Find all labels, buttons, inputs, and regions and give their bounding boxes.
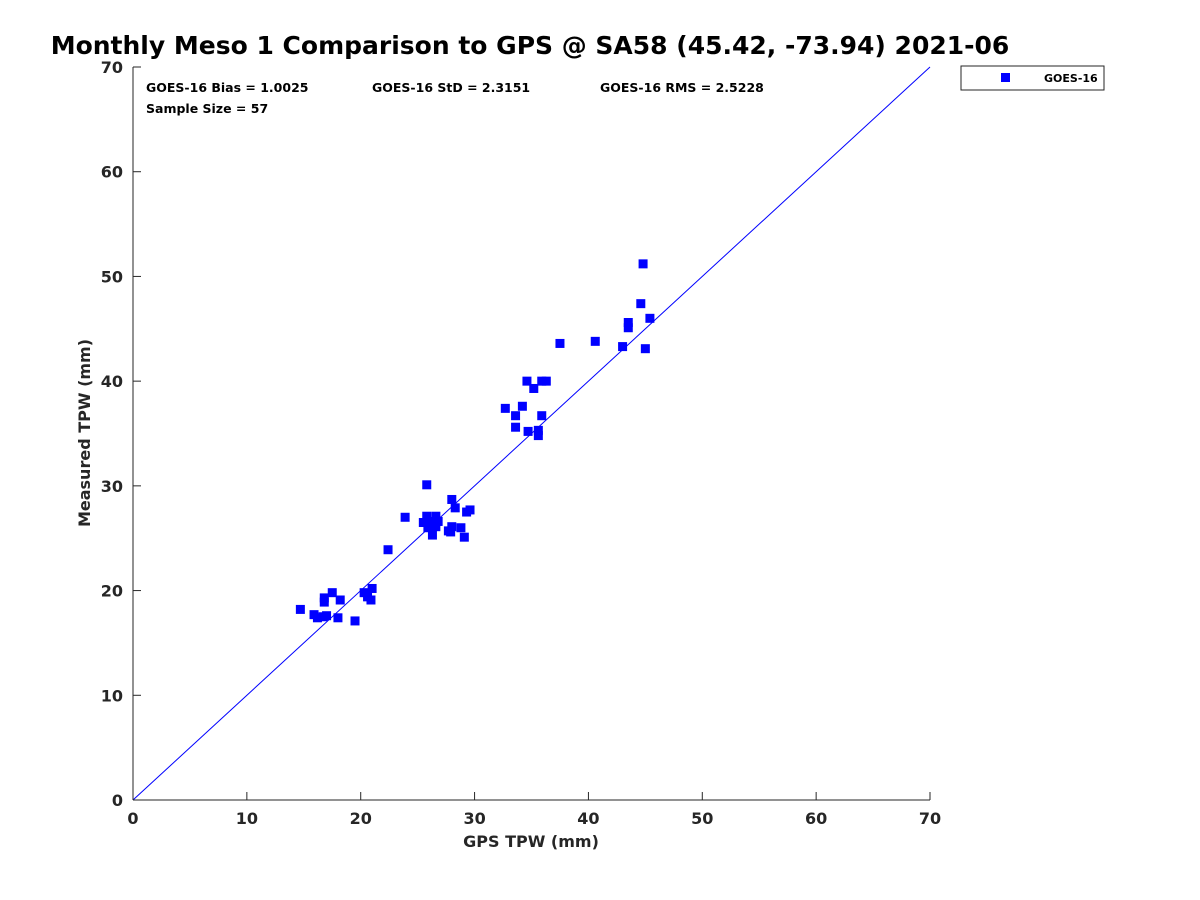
data-point — [335, 595, 345, 605]
data-point — [327, 588, 337, 598]
data-point — [500, 403, 510, 413]
x-tick-label: 20 — [350, 809, 372, 828]
data-point — [430, 518, 440, 528]
x-tick-label: 0 — [127, 809, 138, 828]
plot-axes — [132, 67, 930, 801]
x-axis-label: GPS TPW (mm) — [463, 832, 599, 851]
data-point — [400, 512, 410, 522]
data-point — [383, 545, 393, 555]
data-point — [533, 425, 543, 435]
chart-title: Monthly Meso 1 Comparison to GPS @ SA58 … — [51, 31, 1010, 60]
data-point — [456, 523, 466, 533]
data-point — [459, 532, 469, 542]
data-point — [312, 613, 322, 623]
legend: GOES-16 — [960, 65, 1105, 91]
std-stat: GOES-16 StD = 2.3151 — [372, 80, 530, 95]
y-tick-label: 50 — [101, 267, 123, 286]
data-point — [541, 376, 551, 386]
y-tick-label: 40 — [101, 372, 123, 391]
y-tick-label: 0 — [112, 791, 123, 810]
data-point — [590, 336, 600, 346]
data-point — [533, 431, 543, 441]
data-point — [322, 611, 332, 621]
data-point — [640, 344, 650, 354]
data-point — [431, 511, 441, 521]
y-tick-label: 20 — [101, 582, 123, 601]
sample-size-stat: Sample Size = 57 — [146, 101, 268, 116]
data-point — [350, 616, 360, 626]
x-tick-label: 40 — [577, 809, 599, 828]
data-point — [465, 505, 475, 515]
data-point — [537, 411, 547, 421]
data-point — [623, 318, 633, 328]
data-point — [618, 342, 628, 352]
data-point — [623, 323, 633, 333]
data-point — [366, 595, 376, 605]
x-tick-label: 10 — [236, 809, 258, 828]
legend-box — [960, 65, 1105, 91]
data-point — [511, 422, 521, 432]
data-point — [511, 411, 521, 421]
y-tick-label: 70 — [101, 58, 123, 77]
data-point — [319, 597, 329, 607]
bias-stat: GOES-16 Bias = 1.0025 — [146, 80, 308, 95]
data-point — [522, 376, 532, 386]
data-point — [446, 527, 456, 537]
x-tick-label: 50 — [691, 809, 713, 828]
rms-stat: GOES-16 RMS = 2.5228 — [600, 80, 764, 95]
data-point — [555, 338, 565, 348]
data-point — [423, 523, 433, 533]
data-point — [517, 401, 527, 411]
y-tick-label: 60 — [101, 163, 123, 182]
y-axis-label: Measured TPW (mm) — [75, 339, 94, 527]
x-tick-label: 30 — [463, 809, 485, 828]
data-point — [418, 518, 428, 528]
data-point — [523, 426, 533, 436]
data-point — [636, 299, 646, 309]
data-point — [422, 480, 432, 490]
data-point — [537, 376, 547, 386]
data-point — [295, 604, 305, 614]
legend-label: GOES-16 — [1044, 72, 1098, 85]
scatter-points — [295, 259, 655, 626]
y-tick-label: 10 — [101, 686, 123, 705]
x-tick-label: 60 — [805, 809, 827, 828]
legend-marker — [1001, 73, 1010, 82]
data-point — [638, 259, 648, 269]
data-point — [447, 494, 457, 504]
data-point — [645, 313, 655, 323]
axis-ticks: 0 10 20 30 40 50 60 70 0 10 20 30 40 50 60 70 — [101, 58, 941, 828]
data-point — [367, 583, 377, 593]
data-point — [333, 613, 343, 623]
data-point — [529, 383, 539, 393]
data-point — [450, 503, 460, 513]
data-point — [427, 530, 437, 540]
data-point — [447, 522, 457, 532]
data-point — [422, 511, 432, 521]
y-tick-label: 30 — [101, 477, 123, 496]
x-tick-label: 70 — [919, 809, 941, 828]
